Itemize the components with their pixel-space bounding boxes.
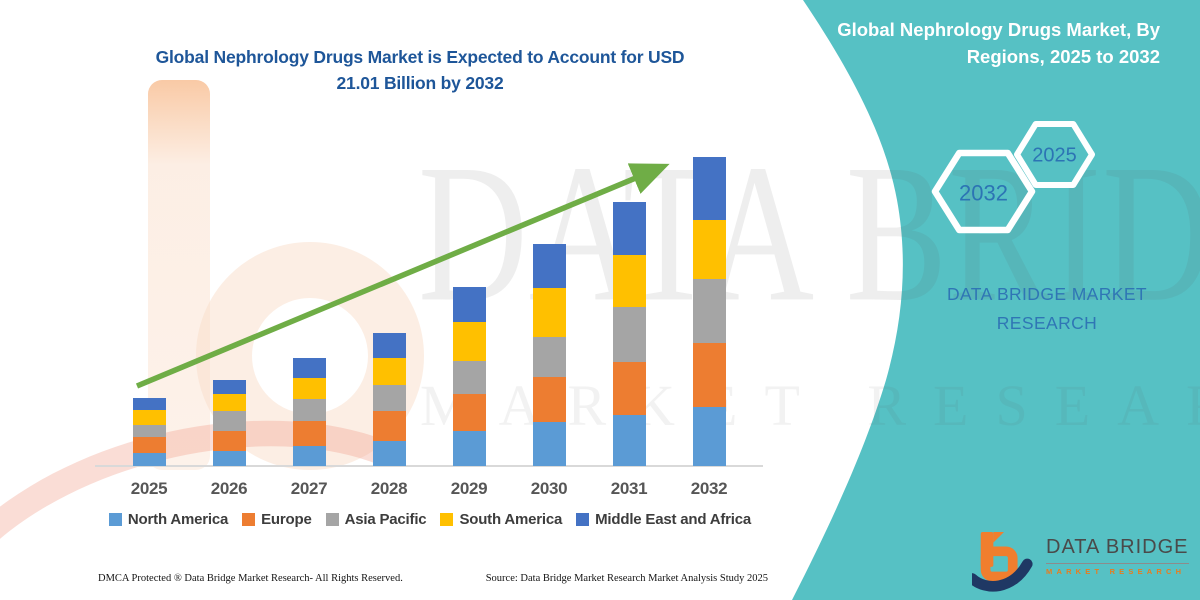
bar-segment-2032-europe xyxy=(692,343,726,407)
x-axis-label-2029: 2029 xyxy=(450,479,488,498)
data-bridge-logo: DATA BRIDGE MARKET RESEARCH xyxy=(972,530,1189,592)
bar-segment-2031-middle-east-and-africa xyxy=(612,201,646,256)
footer-source-text: Source: Data Bridge Market Research Mark… xyxy=(485,573,768,584)
x-axis-label-2026: 2026 xyxy=(210,479,248,498)
legend-label: North America xyxy=(127,511,229,528)
legend-swatch-middle-east-and-africa xyxy=(576,513,590,526)
legend-label: South America xyxy=(459,511,563,528)
x-axis-label-2032: 2032 xyxy=(690,479,728,498)
legend-item-north-america: North America xyxy=(108,511,229,528)
footer: DMCA Protected ® Data Bridge Market Rese… xyxy=(98,573,768,584)
x-axis-label-2031: 2031 xyxy=(610,479,648,498)
bar-segment-2028-asia-pacific xyxy=(372,384,406,411)
bar-segment-2030-north-america xyxy=(532,422,566,466)
panel-heading-line2: Regions, 2025 to 2032 xyxy=(966,46,1160,67)
logo-text-column: DATA BRIDGE MARKET RESEARCH xyxy=(1046,536,1189,576)
chart-title: Global Nephrology Drugs Market is Expect… xyxy=(40,44,800,96)
data-bridge-logo-icon xyxy=(972,531,1033,592)
bar-segment-2029-south-america xyxy=(452,322,486,361)
bar-segment-2029-north-america xyxy=(452,430,486,466)
legend-label: Middle East and Africa xyxy=(595,511,752,528)
bar-segment-2031-europe xyxy=(612,361,646,415)
legend-item-asia-pacific: Asia Pacific xyxy=(325,511,427,528)
chart-title-line1: Global Nephrology Drugs Market is Expect… xyxy=(155,47,685,67)
bar-segment-2028-south-america xyxy=(372,357,406,385)
bar-segment-2032-asia-pacific xyxy=(692,279,726,344)
bar-segment-2026-asia-pacific xyxy=(212,410,246,431)
legend-item-europe: Europe xyxy=(242,511,312,528)
legend-swatch-south-america xyxy=(440,513,454,526)
bar-segment-2032-north-america xyxy=(692,406,726,466)
bar-segment-2026-south-america xyxy=(212,394,246,411)
bar-segment-2031-north-america xyxy=(612,414,646,466)
bar-segment-2027-south-america xyxy=(292,377,326,400)
bar-segment-2030-europe xyxy=(532,377,566,422)
bar-segment-2028-north-america xyxy=(372,440,406,466)
footer-dmca-text: DMCA Protected ® Data Bridge Market Rese… xyxy=(98,573,403,584)
panel-heading-line1: Global Nephrology Drugs Market, By xyxy=(837,19,1160,40)
bar-segment-2030-middle-east-and-africa xyxy=(532,243,566,289)
bar-segment-2030-south-america xyxy=(532,288,566,337)
legend-swatch-north-america xyxy=(108,513,122,526)
logo-subtitle: MARKET RESEARCH xyxy=(1046,567,1186,576)
bar-segment-2028-middle-east-and-africa xyxy=(372,332,406,358)
bar-segment-2029-middle-east-and-africa xyxy=(452,287,486,323)
bar-segment-2032-middle-east-and-africa xyxy=(692,156,726,220)
bar-segment-2030-asia-pacific xyxy=(532,336,566,377)
panel-heading: Global Nephrology Drugs Market, By Regio… xyxy=(810,16,1160,70)
teal-panel-shape xyxy=(792,0,1200,600)
legend-item-south-america: South America xyxy=(440,511,562,528)
bar-segment-2025-asia-pacific xyxy=(132,424,166,437)
chart-title-line2: 21.01 Billion by 2032 xyxy=(336,73,504,93)
legend-swatch-asia-pacific xyxy=(325,513,339,526)
x-axis-line xyxy=(95,465,763,467)
chart-legend: North America Europe Asia Pacific South Ame… xyxy=(85,511,775,528)
bar-segment-2031-south-america xyxy=(612,255,646,307)
bar-segment-2029-europe xyxy=(452,394,486,431)
bar-segment-2029-asia-pacific xyxy=(452,360,486,395)
bar-segment-2025-north-america xyxy=(132,453,166,466)
hexagon-years-graphic: 2032 2025 xyxy=(931,121,1095,234)
bar-segment-2026-middle-east-and-africa xyxy=(212,380,246,395)
x-axis-label-2027: 2027 xyxy=(290,479,328,498)
bar-segment-2025-south-america xyxy=(132,409,166,425)
x-axis-label-2030: 2030 xyxy=(530,479,568,498)
legend-swatch-europe xyxy=(242,513,256,526)
x-axis-label-2028: 2028 xyxy=(370,479,408,498)
legend-label: Asia Pacific xyxy=(344,511,427,528)
legend-item-middle-east-and-africa: Middle East and Africa xyxy=(576,511,751,528)
bar-segment-2026-europe xyxy=(212,430,246,451)
bar-segment-2027-europe xyxy=(292,420,326,446)
bar-segment-2031-asia-pacific xyxy=(612,306,646,362)
bar-segment-2027-asia-pacific xyxy=(292,399,326,421)
bar-segment-2025-europe xyxy=(132,436,166,454)
logo-title: DATA BRIDGE xyxy=(1046,536,1189,564)
hexagon-small xyxy=(1014,121,1095,188)
bar-segment-2025-middle-east-and-africa xyxy=(132,398,166,410)
bar-segment-2026-north-america xyxy=(212,450,246,466)
bar-segment-2028-europe xyxy=(372,410,406,441)
hexagon-large xyxy=(931,149,1036,234)
bar-segment-2027-north-america xyxy=(292,445,326,466)
brand-text: DATA BRIDGE MARKET RESEARCH xyxy=(946,284,1148,333)
bar-segment-2032-south-america xyxy=(692,219,726,280)
bar-segment-2027-middle-east-and-africa xyxy=(292,357,326,378)
hexagon-large-label: 2032 xyxy=(959,181,1008,206)
x-axis-label-2025: 2025 xyxy=(130,479,168,498)
hexagon-small-label: 2025 xyxy=(1032,145,1077,167)
legend-label: Europe xyxy=(261,511,312,528)
